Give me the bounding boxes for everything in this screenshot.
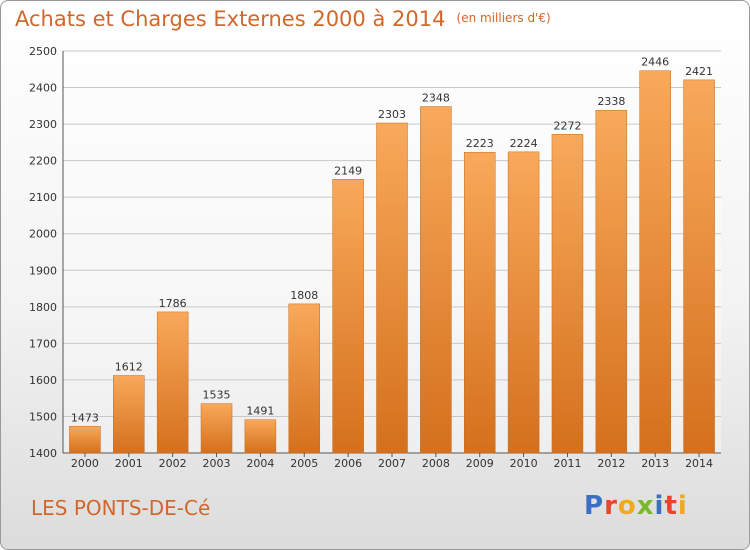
y-tick-label: 1400: [29, 447, 57, 460]
bar: [639, 70, 671, 454]
x-tick-label: 2012: [597, 457, 625, 470]
bar-value-label: 1491: [246, 405, 274, 418]
title-text: Achats et Charges Externes 2000 à 2014: [15, 7, 446, 31]
logo-letter: i: [654, 491, 665, 521]
bar-value-label: 1612: [115, 361, 143, 374]
x-tick-label: 2000: [71, 457, 99, 470]
x-tick-label: 2008: [422, 457, 450, 470]
logo-letter: r: [604, 491, 618, 521]
x-tick-label: 2002: [159, 457, 187, 470]
bar-value-label: 2224: [510, 137, 538, 150]
y-tick-label: 2000: [29, 228, 57, 241]
x-tick-label: 2013: [641, 457, 669, 470]
y-tick-label: 1500: [29, 410, 57, 423]
y-tick-label: 2100: [29, 191, 57, 204]
y-tick-label: 1600: [29, 374, 57, 387]
bar-value-label: 2149: [334, 164, 362, 177]
bar: [113, 375, 145, 454]
logo-letter: i: [677, 491, 688, 521]
bar-value-label: 2272: [553, 119, 581, 132]
logo-letter: x: [636, 491, 655, 521]
bar: [507, 151, 540, 454]
bar: [551, 134, 584, 454]
bar-value-label: 2446: [641, 56, 669, 69]
logo-letter: o: [617, 491, 637, 521]
bar-value-label: 2421: [685, 65, 713, 78]
bar: [200, 403, 233, 454]
bar: [376, 122, 408, 454]
x-tick-label: 2011: [553, 457, 581, 470]
x-tick-label: 2005: [290, 457, 318, 470]
bar: [463, 151, 496, 454]
y-tick-label: 2200: [29, 155, 57, 168]
proxiti-logo: Proxiti: [584, 491, 688, 521]
bar: [288, 303, 321, 454]
bar: [420, 106, 452, 454]
x-tick-label: 2001: [115, 457, 143, 470]
bar: [244, 419, 277, 454]
bar: [595, 109, 628, 454]
logo-letter: t: [664, 491, 678, 521]
x-tick-label: 2009: [466, 457, 494, 470]
logo-letter: P: [584, 491, 605, 521]
bar-value-label: 2303: [378, 108, 406, 121]
x-tick-label: 2007: [378, 457, 406, 470]
bar-value-label: 2223: [466, 137, 494, 150]
bar: [332, 179, 364, 454]
x-tick-label: 2004: [246, 457, 274, 470]
y-tick-label: 1700: [29, 337, 57, 350]
unit-text: (en milliers d'€): [456, 11, 551, 25]
x-tick-label: 2006: [334, 457, 362, 470]
bar-value-label: 1786: [159, 297, 187, 310]
y-tick-label: 1800: [29, 301, 57, 314]
chart-title: Achats et Charges Externes 2000 à 2014 (…: [15, 7, 551, 31]
bar: [69, 426, 101, 454]
y-tick-label: 2300: [29, 118, 57, 131]
bar-value-label: 1808: [290, 289, 318, 302]
y-tick-label: 1900: [29, 264, 57, 277]
bar-value-label: 2348: [422, 92, 450, 105]
y-tick-label: 2400: [29, 82, 57, 95]
y-tick-label: 2500: [29, 45, 57, 58]
city-name: LES PONTS-DE-Cé: [31, 496, 211, 520]
bar-value-label: 1535: [203, 389, 231, 402]
bar-value-label: 2338: [597, 95, 625, 108]
bar: [156, 311, 189, 454]
x-tick-label: 2014: [685, 457, 713, 470]
x-tick-label: 2003: [203, 457, 231, 470]
bar: [683, 79, 715, 454]
bar-value-label: 1473: [71, 411, 99, 424]
x-tick-label: 2010: [510, 457, 538, 470]
